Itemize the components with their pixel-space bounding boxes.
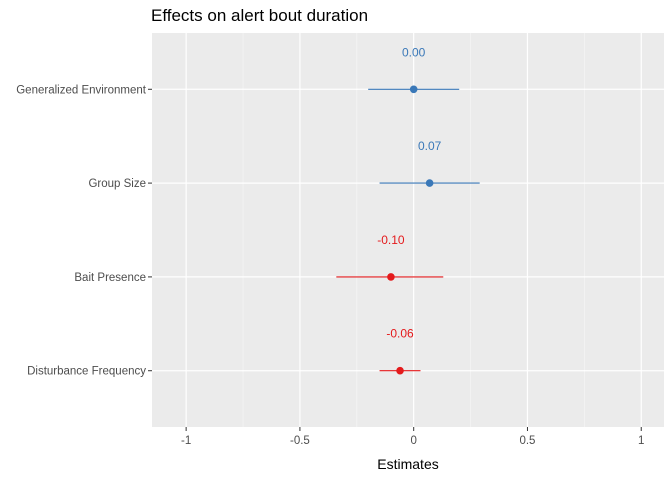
estimate-label: -0.10 <box>377 233 405 247</box>
y-tick-label: Bait Presence <box>74 272 146 284</box>
y-tick-label: Group Size <box>88 178 146 190</box>
estimate-point <box>396 366 404 375</box>
y-axis: Generalized Environment Group Size Bait Pr… <box>16 84 152 378</box>
y-tick-label: Disturbance Frequency <box>27 366 146 378</box>
x-axis-title: Estimates <box>377 456 438 472</box>
x-tick-label: -1 <box>181 435 191 447</box>
estimate-point <box>387 273 395 281</box>
estimate-point <box>409 85 418 94</box>
estimate-point <box>425 179 434 187</box>
x-axis: -1 -0.5 0 0.5 1 <box>181 427 644 447</box>
estimate-label: 0.07 <box>418 139 442 153</box>
estimate-marks: 0.00 0.07 -0.10 -0.06 <box>336 45 480 375</box>
x-tick-label: 1 <box>638 435 644 447</box>
estimate-label: 0.00 <box>402 45 426 59</box>
chart-title: Effects on alert bout duration <box>151 6 369 25</box>
y-tick-label: Generalized Environment <box>16 84 147 96</box>
estimate-label: -0.06 <box>386 327 414 341</box>
x-tick-label: -0.5 <box>290 435 310 447</box>
x-tick-label: 0 <box>410 435 416 447</box>
plot-panel <box>152 33 664 427</box>
x-tick-label: 0.5 <box>519 435 535 447</box>
